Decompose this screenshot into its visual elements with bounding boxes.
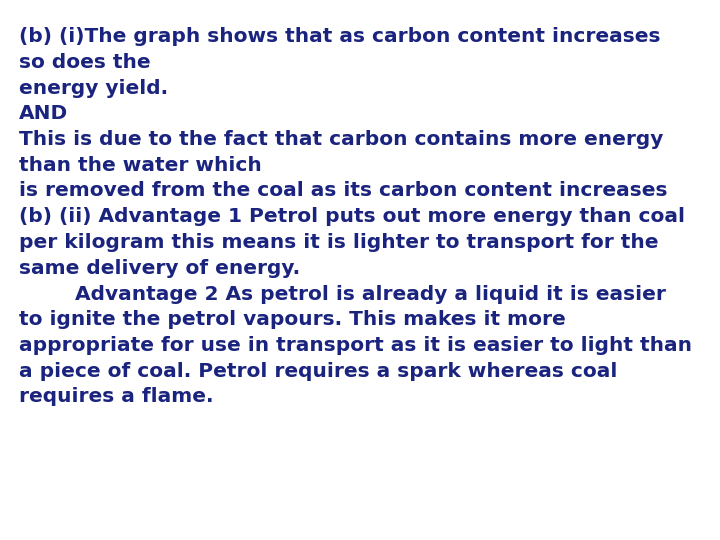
Text: (b) (i)The graph shows that as carbon content increases
so does the
energy yield: (b) (i)The graph shows that as carbon co…	[19, 27, 693, 407]
